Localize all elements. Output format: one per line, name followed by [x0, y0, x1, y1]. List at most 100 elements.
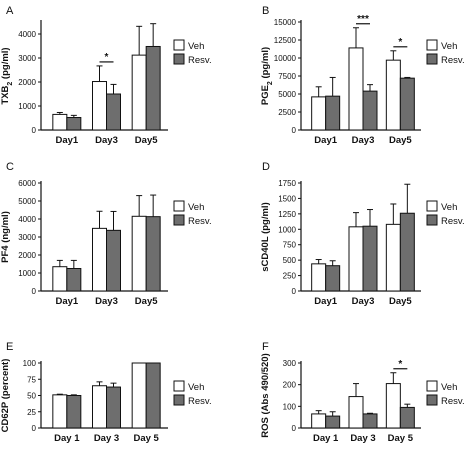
panel-f: F 0 100 200 300 ROS (Abs 490/520) Day 1 Day 3 Da… [260, 341, 465, 444]
y-axis-label-name: ROS [260, 417, 271, 438]
x-tick-label: Day3 [352, 135, 375, 146]
y-axis-label-unit: (ng/ml) [0, 211, 11, 245]
y-tick-label: 25 [27, 408, 36, 417]
x-tick-label: Day3 [95, 135, 118, 146]
bar-resv [399, 212, 415, 292]
x-tick-label: Day1 [55, 296, 78, 307]
y-tick-label: 0 [32, 424, 37, 433]
y-tick-label: 10000 [274, 54, 297, 63]
bar-veh [131, 362, 147, 429]
y-tick-label: 1000 [278, 225, 296, 234]
y-tick-label: 1250 [278, 210, 296, 219]
y-axis-label-unit: (pg/ml) [0, 47, 11, 81]
legend-label-resv: Resv. [188, 216, 212, 227]
panel-e: E 0 25 50 75 100 CD62P (percent) Day 1 Day 3 Day … [0, 341, 212, 444]
legend-label-veh: Veh [188, 41, 204, 52]
bar-resv [106, 93, 121, 131]
y-tick-label: 50 [27, 392, 36, 401]
y-tick-label: 3000 [18, 54, 36, 63]
x-tick-label: Day5 [389, 296, 412, 307]
y-tick-label: 5000 [18, 197, 36, 206]
y-tick-label: 0 [292, 126, 297, 135]
bar-resv [145, 362, 161, 429]
bar-resv [145, 45, 161, 131]
legend-label-veh: Veh [441, 382, 457, 393]
bar-veh [385, 383, 401, 429]
y-axis-label-name: TXB [0, 85, 11, 104]
panel-letter: C [6, 161, 14, 173]
y-tick-label: 1750 [278, 179, 296, 188]
bar-veh [348, 396, 364, 429]
legend-swatch-veh [173, 380, 185, 392]
y-tick-label: 750 [283, 241, 297, 250]
y-tick-label: 6000 [18, 179, 36, 188]
y-tick-label: 500 [283, 256, 297, 265]
y-axis-label-name: PGE [260, 85, 271, 105]
legend-swatch-veh [173, 200, 185, 212]
legend-swatch-resv [173, 53, 185, 65]
legend-swatch-resv [426, 214, 438, 226]
y-tick-label: 75 [27, 375, 36, 384]
bar-resv [106, 386, 121, 429]
panel-d: D 0 250 500 750 1000 1250 1500 1750 sCD40L (pg/ml… [260, 161, 465, 307]
x-tick-label: Day1 [55, 135, 78, 146]
bar-veh [92, 81, 107, 131]
bar-resv [325, 95, 341, 131]
legend-label-veh: Veh [188, 382, 204, 393]
significance-marker: * [398, 359, 402, 370]
bar-veh [348, 47, 364, 131]
y-tick-label: 0 [32, 126, 37, 135]
y-axis-label: ROS (Abs 490/520) [260, 353, 271, 438]
bar-resv [325, 415, 341, 429]
bar-resv [145, 216, 161, 292]
bar-veh [52, 266, 68, 292]
y-tick-label: 250 [283, 272, 297, 281]
bar-veh [92, 227, 107, 292]
legend-label-veh: Veh [441, 202, 457, 213]
legend-label-resv: Resv. [441, 216, 465, 227]
legend-label-resv: Resv. [441, 55, 465, 66]
y-tick-label: 1000 [18, 102, 36, 111]
legend-swatch-resv [426, 53, 438, 65]
legend-swatch-resv [173, 394, 185, 406]
y-tick-label: 2000 [18, 251, 36, 260]
panel-letter: B [262, 5, 269, 17]
y-tick-label: 100 [283, 402, 297, 411]
y-tick-label: 4000 [18, 215, 36, 224]
y-tick-label: 0 [292, 424, 297, 433]
y-axis-label-subscript: 2 [7, 82, 14, 86]
bar-resv [399, 77, 415, 131]
panel-letter: F [262, 341, 269, 353]
bar-resv [66, 268, 82, 292]
y-axis-label: TXB2 (pg/ml) [0, 47, 14, 104]
y-tick-label: 2500 [278, 108, 296, 117]
x-tick-label: Day 1 [54, 433, 80, 444]
legend-label-resv: Resv. [188, 396, 212, 407]
y-axis-label-unit: (pg/ml) [260, 202, 271, 236]
panel-a: A 0 1000 2000 3000 4000 TXB2 (pg/ml) Day1 Day3 Da… [0, 5, 212, 146]
y-axis-label-unit: (pg/ml) [260, 47, 271, 81]
panel-letter: E [6, 341, 13, 353]
x-tick-label: Day 5 [133, 433, 159, 444]
bar-resv [106, 229, 121, 292]
significance-marker: * [105, 52, 109, 63]
significance-marker: *** [357, 14, 369, 25]
bar-resv [362, 225, 378, 292]
y-axis-label-name: sCD40L [260, 236, 271, 272]
bar-veh [311, 413, 327, 429]
y-tick-label: 0 [32, 287, 37, 296]
y-tick-label: 100 [23, 359, 37, 368]
x-tick-label: Day3 [95, 296, 118, 307]
y-tick-label: 2000 [18, 78, 36, 87]
y-tick-label: 15000 [274, 18, 297, 27]
y-axis-label-name: PF4 [0, 245, 11, 263]
y-axis-label: CD62P (percent) [0, 359, 11, 433]
legend-swatch-resv [173, 214, 185, 226]
legend-swatch-veh [426, 200, 438, 212]
x-tick-label: Day 5 [388, 433, 414, 444]
legend-swatch-resv [426, 394, 438, 406]
x-tick-label: Day 3 [94, 433, 119, 444]
legend-swatch-veh [426, 39, 438, 51]
bar-veh [348, 226, 364, 292]
